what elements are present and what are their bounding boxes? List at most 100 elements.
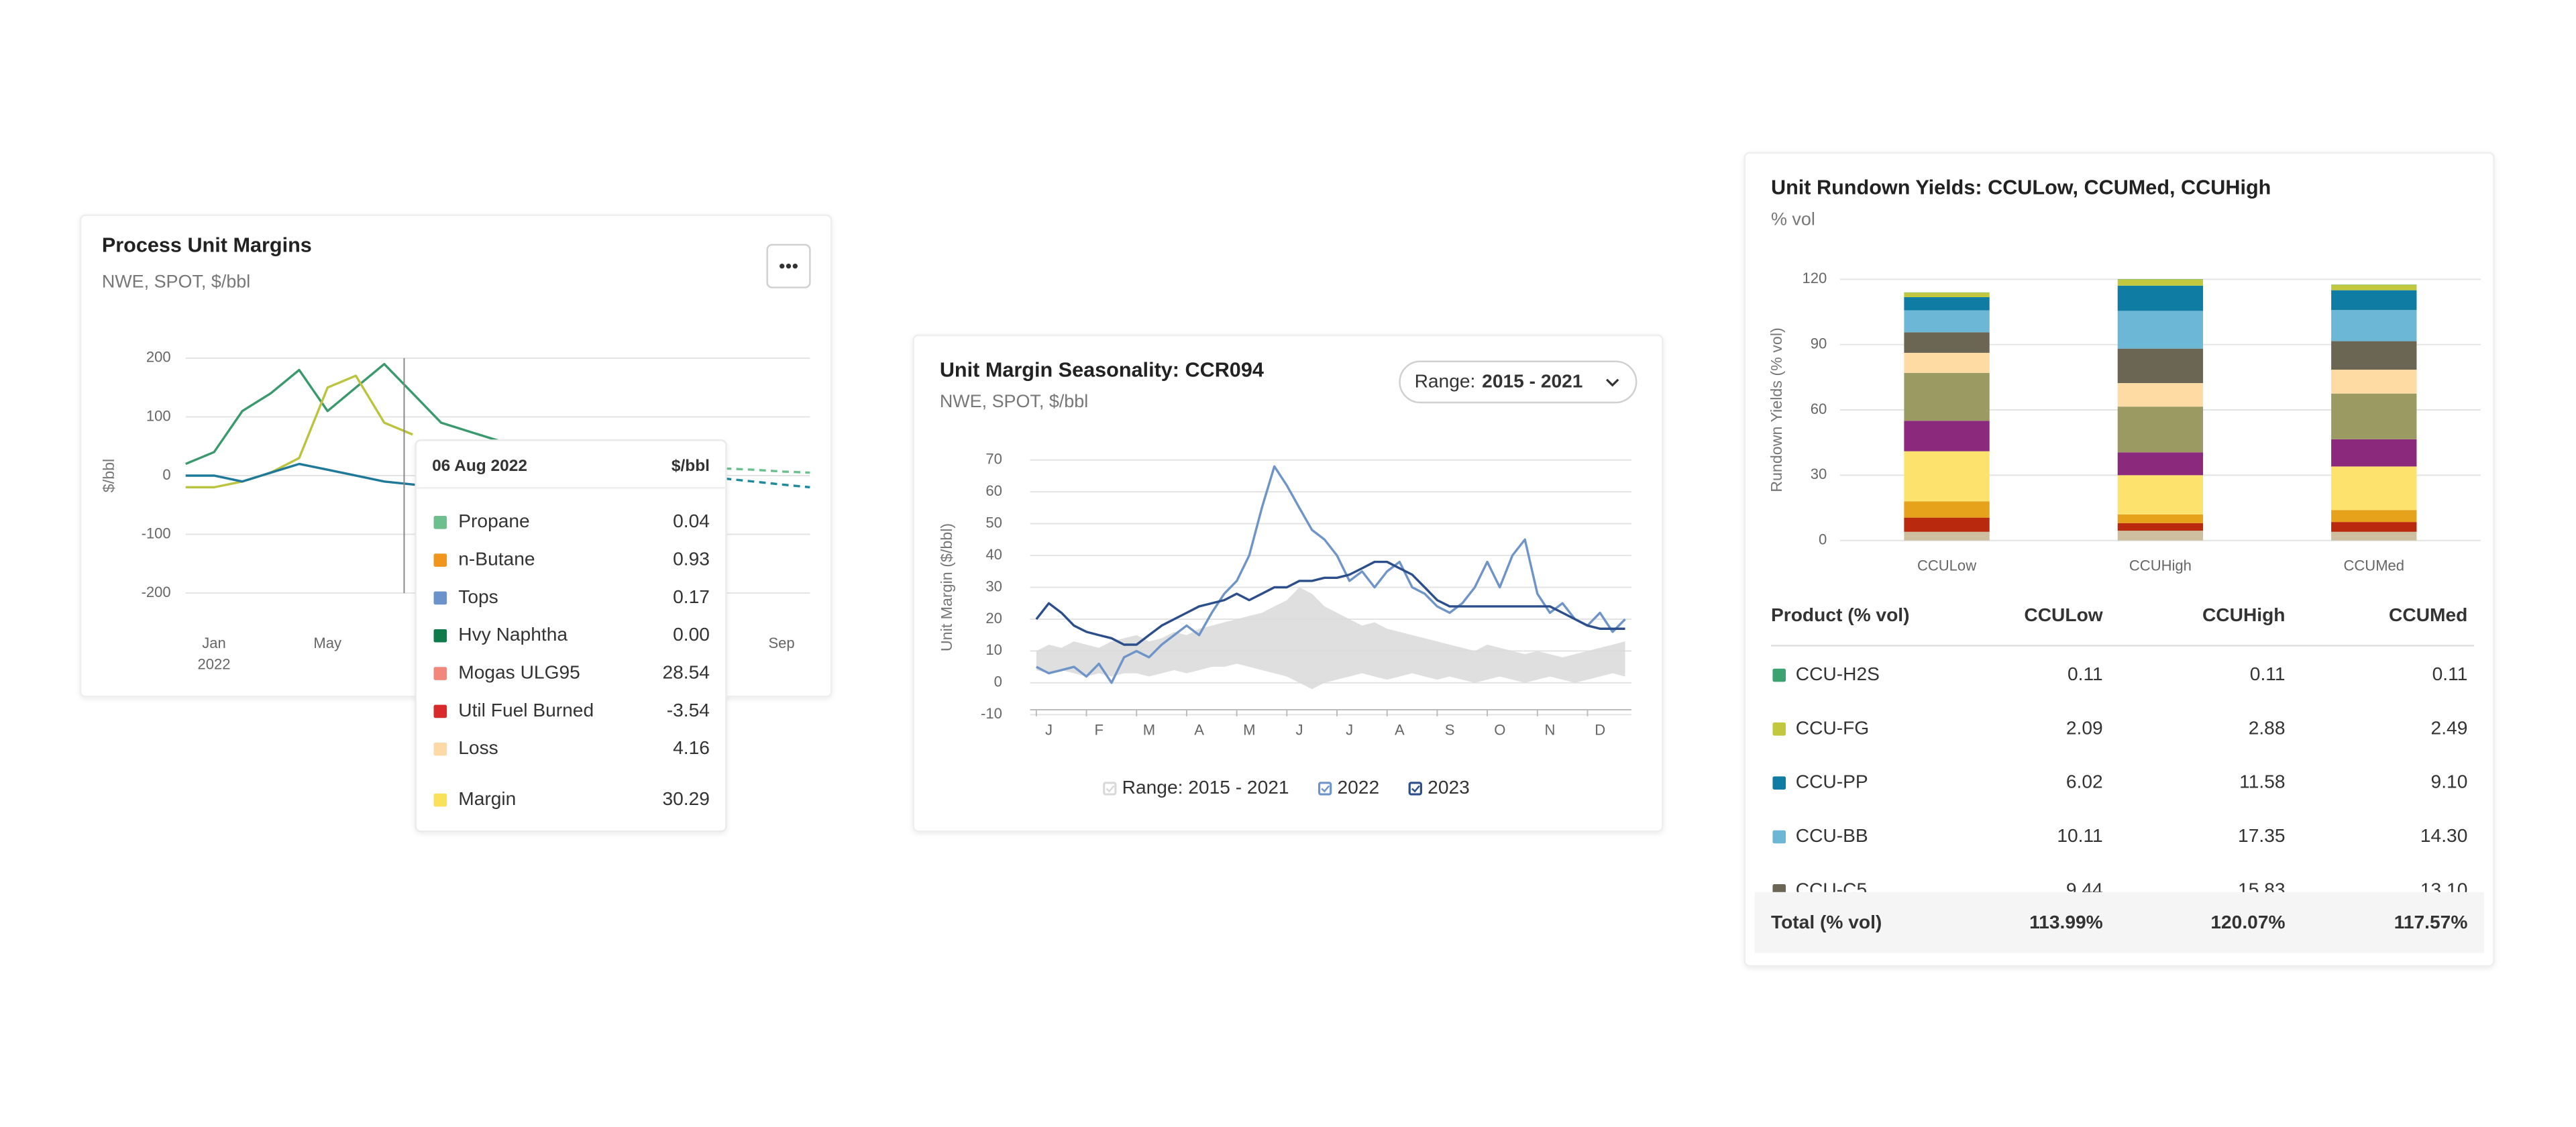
- tooltip-unit: $/bbl: [672, 457, 710, 475]
- y-axis-title: Rundown Yields (% vol): [1768, 327, 1785, 492]
- bar-segment: [1904, 421, 1990, 451]
- y-tick-label: 200: [146, 349, 171, 366]
- y-tick-label: 0: [162, 466, 170, 483]
- x-tick-label: May: [313, 635, 341, 651]
- y-tick-label: -200: [142, 584, 171, 600]
- y-tick-label: 60: [985, 482, 1002, 499]
- table-name: CCU-H2S: [1796, 663, 1880, 684]
- y-tick-label: 70: [985, 451, 1002, 468]
- bar-segment: [1904, 372, 1990, 421]
- tooltip-name: Margin: [458, 788, 516, 809]
- y-tick-label: -10: [981, 705, 1002, 722]
- legend-check: [1106, 785, 1115, 793]
- tooltip-swatch: [433, 793, 447, 807]
- dropdown-value: 2015 - 2021: [1482, 371, 1582, 392]
- bar-segment: [2117, 285, 2204, 311]
- bar-segment: [2331, 531, 2417, 541]
- total-value: 117.57%: [2394, 912, 2468, 932]
- bar-segment: [1904, 297, 1990, 311]
- table-cell: 0.11: [2432, 663, 2468, 684]
- x-tick-label: F: [1094, 722, 1103, 739]
- legend-check: [1321, 785, 1330, 793]
- table-name: CCU-FG: [1796, 717, 1869, 738]
- total-row: [1754, 892, 2484, 953]
- bar-segment: [2117, 407, 2204, 453]
- table-header: CCUMed: [2389, 604, 2467, 625]
- table-cell: 11.58: [2239, 771, 2285, 792]
- tooltip-value: 0.93: [673, 549, 710, 570]
- x-tick-label: CCULow: [1917, 557, 1976, 574]
- tooltip-swatch: [433, 742, 447, 756]
- tooltip-value: 28.54: [662, 662, 709, 683]
- tooltip-name: Hvy Naphtha: [458, 624, 568, 645]
- table-cell: 2.49: [2431, 717, 2468, 738]
- table-cell: 2.88: [2249, 717, 2286, 738]
- bar-segment: [2117, 279, 2204, 286]
- card: [912, 334, 1664, 833]
- x-tick-label: CCUMed: [2343, 557, 2404, 574]
- bar-segment: [1904, 310, 1990, 333]
- x-tick-label: O: [1494, 722, 1505, 739]
- y-tick-label: 30: [985, 578, 1002, 594]
- bar-segment: [2117, 475, 2204, 515]
- bar-segment: [1904, 531, 1990, 541]
- table-swatch: [1772, 776, 1786, 790]
- bar-segment: [2331, 439, 2417, 467]
- line: [724, 477, 810, 489]
- tooltip-value: 0.17: [673, 586, 710, 607]
- table-header: Product (% vol): [1771, 604, 1909, 625]
- legend-swatch: [1408, 782, 1422, 796]
- y-tick-label: 50: [985, 514, 1002, 531]
- table-cell: 14.30: [2420, 825, 2467, 846]
- range-dropdown[interactable]: Range: 2015 - 2021: [1399, 360, 1638, 404]
- tooltip-name: Propane: [458, 511, 529, 531]
- table-cell: 17.35: [2238, 825, 2285, 846]
- table-name: CCU-PP: [1796, 771, 1868, 792]
- total-label: Total (% vol): [1771, 912, 1882, 932]
- tooltip-name: n-Butane: [458, 549, 535, 570]
- x-tick-label: A: [1395, 722, 1405, 739]
- card-title: Process Unit Margins: [102, 233, 312, 256]
- bar-segment: [1904, 292, 1990, 297]
- x-tick-label: N: [1544, 722, 1555, 739]
- tooltip-swatch: [433, 591, 447, 605]
- x-tick-label: D: [1595, 722, 1605, 739]
- line: [185, 374, 413, 489]
- tooltip-name: Tops: [458, 586, 498, 607]
- y-tick-label: 40: [985, 546, 1002, 563]
- x-tick-label: J: [1346, 722, 1353, 739]
- bar-segment: [1904, 332, 1990, 353]
- tooltip-swatch: [433, 667, 447, 680]
- card-title: Unit Margin Seasonality: CCR094: [940, 359, 1264, 382]
- y-tick-label: 0: [1819, 531, 1827, 548]
- table-header: CCUHigh: [2202, 604, 2286, 625]
- bar-segment: [2117, 383, 2204, 407]
- bar-segment: [2331, 466, 2417, 511]
- bar-segment: [1904, 451, 1990, 502]
- tooltip-value: 0.04: [673, 511, 710, 531]
- y-tick-label: 20: [985, 610, 1002, 627]
- table-name: CCU-BB: [1796, 825, 1868, 846]
- table-cell: 0.11: [2250, 663, 2286, 684]
- tooltip-value: 4.16: [673, 737, 710, 758]
- table-cell: 0.11: [2068, 663, 2103, 684]
- line: [724, 467, 810, 474]
- bar-segment: [2117, 514, 2204, 523]
- svg-text:Range:2015 - 2021: Range: 2015 - 2021: [1415, 371, 1583, 392]
- table-swatch: [1772, 668, 1786, 682]
- bar-segment: [2331, 370, 2417, 394]
- tooltip-swatch: [433, 704, 447, 718]
- bar-segment: [2331, 522, 2417, 532]
- tooltip-swatch: [433, 553, 447, 567]
- y-axis-title: Unit Margin ($/bbl): [938, 523, 955, 651]
- x-tick-label: J: [1295, 722, 1303, 739]
- y-tick-label: 90: [1811, 335, 1827, 352]
- table-cell: 2.09: [2066, 717, 2103, 738]
- total-value: 120.07%: [2210, 912, 2285, 932]
- table-cell: 6.02: [2066, 771, 2103, 792]
- tooltip: 06 Aug 2022 $/bbl Propane 0.04 n-Butane 0.93 T…: [415, 439, 727, 833]
- legend-label: 2022: [1337, 777, 1379, 798]
- legend-label: Range: 2015 - 2021: [1122, 777, 1289, 798]
- x-tick-label: A: [1194, 722, 1204, 739]
- more-button[interactable]: [766, 244, 811, 288]
